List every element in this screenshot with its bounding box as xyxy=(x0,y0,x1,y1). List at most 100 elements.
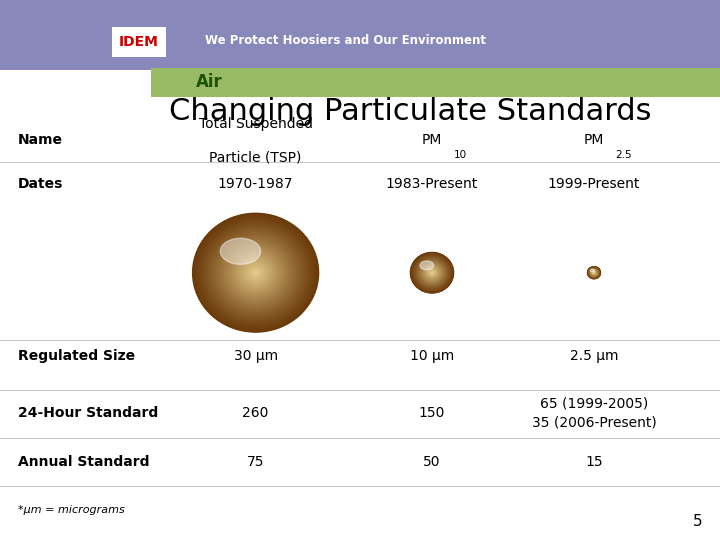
Ellipse shape xyxy=(590,269,598,276)
Ellipse shape xyxy=(411,253,453,293)
Ellipse shape xyxy=(219,238,292,308)
Ellipse shape xyxy=(252,269,259,276)
Ellipse shape xyxy=(588,267,600,278)
Ellipse shape xyxy=(430,271,434,274)
Ellipse shape xyxy=(423,264,441,281)
Text: Regulated Size: Regulated Size xyxy=(18,349,135,363)
Ellipse shape xyxy=(413,255,451,291)
Ellipse shape xyxy=(236,254,275,291)
Ellipse shape xyxy=(211,231,300,315)
Ellipse shape xyxy=(245,262,266,283)
Ellipse shape xyxy=(418,259,446,286)
Ellipse shape xyxy=(593,272,595,274)
Ellipse shape xyxy=(425,266,439,280)
Ellipse shape xyxy=(227,245,284,300)
Ellipse shape xyxy=(590,269,598,276)
Ellipse shape xyxy=(413,254,451,291)
Ellipse shape xyxy=(424,265,440,280)
Ellipse shape xyxy=(220,239,291,306)
Ellipse shape xyxy=(588,267,600,279)
Ellipse shape xyxy=(253,269,258,276)
Ellipse shape xyxy=(222,241,289,304)
Ellipse shape xyxy=(428,269,436,276)
Ellipse shape xyxy=(416,258,448,288)
Ellipse shape xyxy=(233,252,278,293)
Ellipse shape xyxy=(419,261,445,285)
Ellipse shape xyxy=(202,221,310,324)
Text: 24-Hour Standard: 24-Hour Standard xyxy=(18,406,158,420)
Ellipse shape xyxy=(422,264,442,282)
Ellipse shape xyxy=(588,267,600,279)
Ellipse shape xyxy=(204,224,307,322)
Ellipse shape xyxy=(590,269,598,276)
Ellipse shape xyxy=(196,216,315,329)
Ellipse shape xyxy=(238,256,273,289)
Ellipse shape xyxy=(238,255,274,290)
Text: 30 μm: 30 μm xyxy=(233,349,278,363)
Ellipse shape xyxy=(213,233,298,313)
Ellipse shape xyxy=(420,261,444,284)
Ellipse shape xyxy=(418,260,446,286)
Ellipse shape xyxy=(202,222,309,323)
Ellipse shape xyxy=(426,268,438,278)
Ellipse shape xyxy=(591,270,597,275)
Ellipse shape xyxy=(592,271,596,275)
Ellipse shape xyxy=(208,228,303,317)
Ellipse shape xyxy=(593,272,595,273)
Ellipse shape xyxy=(203,223,308,322)
Ellipse shape xyxy=(194,215,317,330)
Ellipse shape xyxy=(426,267,438,279)
Ellipse shape xyxy=(199,220,312,326)
Ellipse shape xyxy=(589,268,599,277)
Ellipse shape xyxy=(221,240,290,306)
Ellipse shape xyxy=(248,265,264,280)
Ellipse shape xyxy=(418,260,446,285)
Ellipse shape xyxy=(247,265,264,281)
Text: Dates: Dates xyxy=(18,177,63,191)
Text: 15: 15 xyxy=(585,455,603,469)
Ellipse shape xyxy=(589,268,599,278)
Ellipse shape xyxy=(220,238,261,265)
Ellipse shape xyxy=(589,268,599,277)
Ellipse shape xyxy=(216,235,295,310)
Text: 2.5: 2.5 xyxy=(616,150,632,160)
Ellipse shape xyxy=(242,260,269,285)
Ellipse shape xyxy=(225,244,287,302)
Text: 10: 10 xyxy=(454,150,467,160)
Ellipse shape xyxy=(590,269,598,276)
Ellipse shape xyxy=(593,272,595,273)
Ellipse shape xyxy=(207,227,304,318)
Ellipse shape xyxy=(591,270,597,275)
Ellipse shape xyxy=(413,255,451,290)
Ellipse shape xyxy=(426,267,438,279)
Ellipse shape xyxy=(426,267,438,278)
Ellipse shape xyxy=(593,272,595,274)
Text: 1983-Present: 1983-Present xyxy=(386,177,478,191)
Ellipse shape xyxy=(215,235,296,310)
Text: 1999-Present: 1999-Present xyxy=(548,177,640,191)
Ellipse shape xyxy=(592,271,596,275)
Bar xyxy=(112,27,166,57)
Bar xyxy=(0,0,720,70)
Ellipse shape xyxy=(431,272,433,274)
Ellipse shape xyxy=(230,249,281,296)
Ellipse shape xyxy=(420,261,444,284)
Text: IDEM: IDEM xyxy=(118,35,158,49)
Ellipse shape xyxy=(420,261,433,270)
Ellipse shape xyxy=(588,267,600,278)
Text: 150: 150 xyxy=(419,406,445,420)
Text: Changing Particulate Standards: Changing Particulate Standards xyxy=(169,97,652,126)
Ellipse shape xyxy=(590,269,598,276)
Text: Particle (TSP): Particle (TSP) xyxy=(210,150,302,164)
Ellipse shape xyxy=(205,225,306,320)
Ellipse shape xyxy=(590,269,598,276)
Ellipse shape xyxy=(426,266,438,279)
Ellipse shape xyxy=(423,265,441,281)
Text: 50: 50 xyxy=(423,455,441,469)
Ellipse shape xyxy=(419,261,445,285)
Ellipse shape xyxy=(423,264,441,281)
Ellipse shape xyxy=(193,213,318,332)
Ellipse shape xyxy=(590,269,598,276)
Ellipse shape xyxy=(224,243,287,302)
Ellipse shape xyxy=(229,247,282,298)
